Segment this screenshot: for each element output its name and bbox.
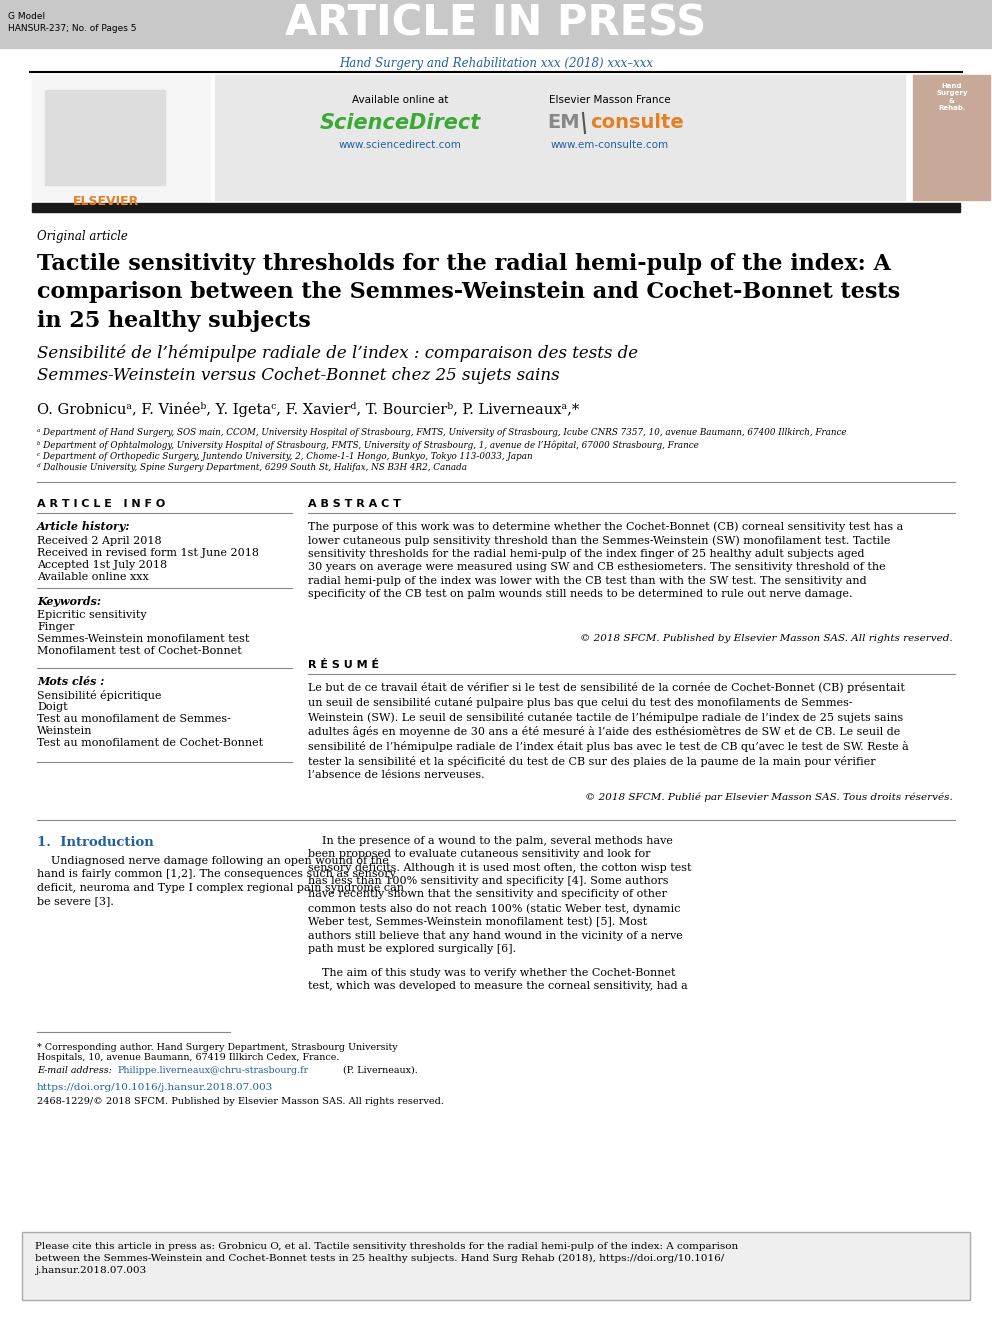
Text: Undiagnosed nerve damage following an open wound of the
hand is fairly common [1: Undiagnosed nerve damage following an op… — [37, 856, 404, 906]
Text: (P. Liverneaux).: (P. Liverneaux). — [340, 1066, 418, 1076]
Text: A B S T R A C T: A B S T R A C T — [308, 499, 401, 509]
Text: https://doi.org/10.1016/j.hansur.2018.07.003: https://doi.org/10.1016/j.hansur.2018.07… — [37, 1084, 274, 1091]
Text: Received in revised form 1st June 2018: Received in revised form 1st June 2018 — [37, 548, 259, 558]
Bar — [32, 202, 960, 212]
Text: © 2018 SFCM. Published by Elsevier Masson SAS. All rights reserved.: © 2018 SFCM. Published by Elsevier Masso… — [580, 634, 953, 643]
Bar — [913, 75, 990, 200]
Text: E-mail address:: E-mail address: — [37, 1066, 112, 1076]
Text: G Model: G Model — [8, 12, 45, 21]
Text: www.sciencedirect.com: www.sciencedirect.com — [338, 140, 461, 149]
Text: Finger: Finger — [37, 622, 74, 632]
Text: The aim of this study was to verify whether the Cochet-Bonnet
test, which was de: The aim of this study was to verify whet… — [308, 968, 687, 991]
FancyBboxPatch shape — [22, 1232, 970, 1301]
Text: Semmes-Weinstein monofilament test: Semmes-Weinstein monofilament test — [37, 634, 249, 644]
Text: A R T I C L E   I N F O: A R T I C L E I N F O — [37, 499, 166, 509]
Text: R É S U M É: R É S U M É — [308, 660, 379, 669]
Text: Doigt: Doigt — [37, 703, 67, 712]
Text: Original article: Original article — [37, 230, 128, 243]
Text: consulte: consulte — [590, 112, 683, 132]
Text: Hand
Surgery
&
Rehab.: Hand Surgery & Rehab. — [936, 83, 968, 111]
Text: ELSEVIER: ELSEVIER — [72, 194, 139, 208]
Text: Test au monofilament de Semmes-
Weinstein: Test au monofilament de Semmes- Weinstei… — [37, 714, 231, 737]
Text: ᵈ Dalhousie University, Spine Surgery Department, 6299 South St, Halifax, NS B3H: ᵈ Dalhousie University, Spine Surgery De… — [37, 463, 467, 472]
Text: Sensibilité épicritique: Sensibilité épicritique — [37, 691, 162, 701]
Text: Available online xxx: Available online xxx — [37, 572, 149, 582]
Text: In the presence of a wound to the palm, several methods have
been proposed to ev: In the presence of a wound to the palm, … — [308, 836, 691, 954]
Bar — [32, 75, 210, 200]
Text: ᶜ Department of Orthopedic Surgery, Juntendo University, 2, Chome-1-1 Hongo, Bun: ᶜ Department of Orthopedic Surgery, Junt… — [37, 452, 533, 460]
Text: © 2018 SFCM. Publié par Elsevier Masson SAS. Tous droits réservés.: © 2018 SFCM. Publié par Elsevier Masson … — [585, 792, 953, 803]
Text: Available online at: Available online at — [352, 95, 448, 105]
Text: ᵃ Department of Hand Surgery, SOS main, CCOM, University Hospital of Strasbourg,: ᵃ Department of Hand Surgery, SOS main, … — [37, 429, 846, 437]
Text: ARTICLE IN PRESS: ARTICLE IN PRESS — [286, 3, 706, 45]
Text: ᵇ Department of Ophtalmology, University Hospital of Strasbourg, FMTS, Universit: ᵇ Department of Ophtalmology, University… — [37, 441, 698, 451]
Text: EM: EM — [548, 112, 580, 132]
Text: The purpose of this work was to determine whether the Cochet-Bonnet (CB) corneal: The purpose of this work was to determin… — [308, 521, 904, 599]
Text: O. Grobnicuᵃ, F. Vinéeᵇ, Y. Igetaᶜ, F. Xavierᵈ, T. Bourcierᵇ, P. Liverneauxᵃ,*: O. Grobnicuᵃ, F. Vinéeᵇ, Y. Igetaᶜ, F. X… — [37, 402, 579, 417]
Text: Accepted 1st July 2018: Accepted 1st July 2018 — [37, 560, 167, 570]
Text: Received 2 April 2018: Received 2 April 2018 — [37, 536, 162, 546]
Text: Test au monofilament de Cochet-Bonnet: Test au monofilament de Cochet-Bonnet — [37, 738, 263, 747]
Text: 2468-1229/© 2018 SFCM. Published by Elsevier Masson SAS. All rights reserved.: 2468-1229/© 2018 SFCM. Published by Else… — [37, 1097, 444, 1106]
Text: Monofilament test of Cochet-Bonnet: Monofilament test of Cochet-Bonnet — [37, 646, 242, 656]
Text: Sensibilité de l’hémipulpe radiale de l’index : comparaison des tests de
Semmes-: Sensibilité de l’hémipulpe radiale de l’… — [37, 345, 638, 385]
Text: Hand Surgery and Rehabilitation xxx (2018) xxx–xxx: Hand Surgery and Rehabilitation xxx (201… — [339, 57, 653, 70]
Text: 1.  Introduction: 1. Introduction — [37, 836, 154, 849]
Text: Tactile sensitivity thresholds for the radial hemi-pulp of the index: A
comparis: Tactile sensitivity thresholds for the r… — [37, 253, 900, 332]
Text: ScienceDirect: ScienceDirect — [319, 112, 481, 134]
Bar — [45, 90, 165, 185]
Text: Epicritic sensitivity: Epicritic sensitivity — [37, 610, 147, 620]
Text: Philippe.liverneaux@chru-strasbourg.fr: Philippe.liverneaux@chru-strasbourg.fr — [118, 1066, 310, 1076]
Text: Elsevier Masson France: Elsevier Masson France — [550, 95, 671, 105]
Text: www.em-consulte.com: www.em-consulte.com — [551, 140, 669, 149]
Text: Keywords:: Keywords: — [37, 595, 101, 607]
Text: Mots clés :: Mots clés : — [37, 676, 104, 687]
Bar — [215, 75, 905, 200]
Text: HANSUR-237; No. of Pages 5: HANSUR-237; No. of Pages 5 — [8, 24, 137, 33]
Text: Please cite this article in press as: Grobnicu O, et al. Tactile sensitivity thr: Please cite this article in press as: Gr… — [35, 1242, 738, 1275]
Text: Article history:: Article history: — [37, 521, 131, 532]
Bar — [0, 0, 992, 48]
Text: Le but de ce travail était de vérifier si le test de sensibilité de la cornée de: Le but de ce travail était de vérifier s… — [308, 681, 909, 781]
Text: * Corresponding author. Hand Surgery Department, Strasbourg University
Hospitals: * Corresponding author. Hand Surgery Dep… — [37, 1043, 398, 1062]
